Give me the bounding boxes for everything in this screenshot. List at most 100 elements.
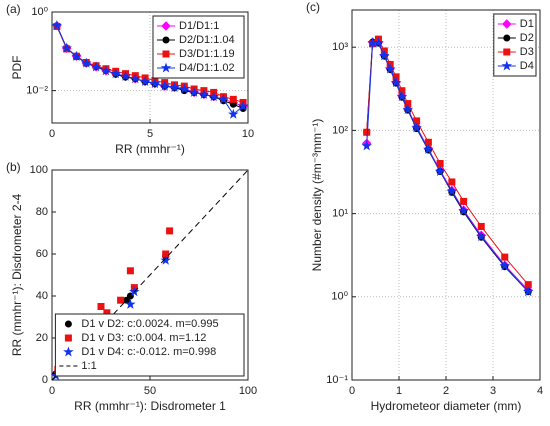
y-axis-label: Number density (#m⁻³mm⁻¹)	[310, 119, 324, 272]
y-tick-label: 10²	[332, 124, 348, 136]
marker	[139, 76, 151, 87]
marker	[130, 73, 141, 84]
y-tick-label: 10³	[332, 41, 348, 53]
series-line	[51, 169, 249, 381]
x-tick-label: 0	[349, 385, 355, 397]
y-tick-label: 10⁻¹	[326, 374, 348, 386]
marker	[81, 57, 92, 68]
marker	[198, 88, 210, 99]
marker	[161, 21, 171, 31]
marker	[477, 222, 485, 230]
marker	[423, 143, 434, 154]
marker	[208, 91, 219, 102]
legend-box	[54, 313, 245, 377]
marker	[169, 81, 180, 92]
marker	[434, 166, 446, 177]
x-tick-label: 4	[537, 385, 543, 397]
marker	[363, 128, 371, 136]
legend-label: D2/D1:1.04	[179, 34, 235, 46]
marker	[160, 254, 171, 265]
y-tick-label: 10⁰	[31, 6, 48, 18]
marker	[64, 320, 72, 328]
marker	[188, 86, 200, 97]
series-line	[366, 38, 529, 285]
legend-label: D1 v D2: c:0.0024. m=0.995	[81, 318, 218, 330]
marker	[159, 80, 170, 91]
marker	[110, 68, 121, 79]
marker	[373, 37, 384, 48]
marker	[448, 178, 456, 186]
marker	[396, 91, 408, 102]
marker	[460, 197, 468, 205]
marker	[503, 34, 511, 42]
x-axis-label: Hydrometeor diameter (mm)	[371, 399, 522, 413]
marker	[446, 185, 458, 196]
marker	[61, 42, 72, 53]
legend-label: D3	[520, 46, 534, 58]
marker	[126, 267, 134, 275]
marker	[229, 95, 237, 103]
y-axis-label: PDF	[10, 56, 24, 80]
y-tick-label: 10⁻²	[26, 85, 48, 97]
marker	[51, 20, 63, 31]
legend-label: D1/D1:1	[179, 20, 219, 32]
marker	[97, 303, 105, 310]
marker	[501, 60, 513, 71]
marker	[64, 334, 72, 342]
panel-label: (c)	[306, 0, 320, 14]
y-tick-label: 60	[36, 248, 48, 260]
x-tick-label: 0	[49, 385, 55, 397]
marker	[379, 50, 390, 61]
y-tick-label: 10⁰	[331, 291, 348, 303]
marker	[361, 140, 372, 151]
x-tick-label: 2	[443, 385, 449, 397]
marker	[162, 50, 170, 58]
x-tick-label: 100	[239, 385, 257, 397]
marker	[125, 298, 136, 309]
y-tick-label: 40	[36, 290, 48, 302]
panel-label: (a)	[6, 2, 21, 16]
legend-label: D4	[520, 60, 534, 72]
x-axis-label: RR (mmhr⁻¹): Disdrometer 1	[74, 399, 226, 413]
marker	[502, 19, 512, 29]
marker	[390, 77, 402, 88]
legend-label: D1 v D4: c:-0.012. m=0.998	[81, 346, 216, 358]
y-tick-label: 80	[36, 206, 48, 218]
marker	[117, 296, 125, 304]
axes-frame	[351, 9, 541, 381]
legend-label: D4/D1:1.02	[179, 62, 235, 74]
marker	[501, 253, 509, 261]
legend-label: D1 v D3: c:0.004. m=1.12	[81, 332, 206, 344]
x-tick-label: 0	[49, 128, 55, 140]
y-tick-label: 0	[42, 374, 48, 386]
x-axis-label: RR (mmhr⁻¹)	[115, 142, 185, 156]
legend-label: D2	[520, 32, 534, 44]
x-tick-label: 1	[396, 385, 402, 397]
marker	[149, 78, 161, 89]
axes-frame	[51, 169, 249, 381]
marker	[160, 62, 172, 73]
x-tick-label: 3	[490, 385, 496, 397]
marker	[100, 65, 112, 76]
x-tick-label: 50	[144, 385, 156, 397]
marker	[71, 50, 82, 61]
legend-label: D3/D1:1.19	[179, 48, 235, 60]
y-tick-label: 20	[36, 332, 48, 344]
legend-label: 1:1	[81, 360, 96, 372]
legend-label: D1	[520, 18, 534, 30]
marker	[218, 93, 229, 104]
y-axis-label: RR (mmhr⁻¹): Disdrometer 2-4	[10, 194, 24, 357]
marker	[120, 70, 131, 81]
marker	[179, 83, 190, 94]
marker	[402, 104, 414, 115]
marker	[476, 231, 487, 242]
marker	[458, 205, 469, 216]
marker	[237, 100, 249, 111]
marker	[523, 286, 534, 297]
x-tick-label: 10	[242, 128, 254, 140]
x-tick-label: 5	[147, 128, 153, 140]
marker	[503, 48, 511, 56]
marker	[384, 63, 396, 74]
marker	[166, 227, 174, 235]
